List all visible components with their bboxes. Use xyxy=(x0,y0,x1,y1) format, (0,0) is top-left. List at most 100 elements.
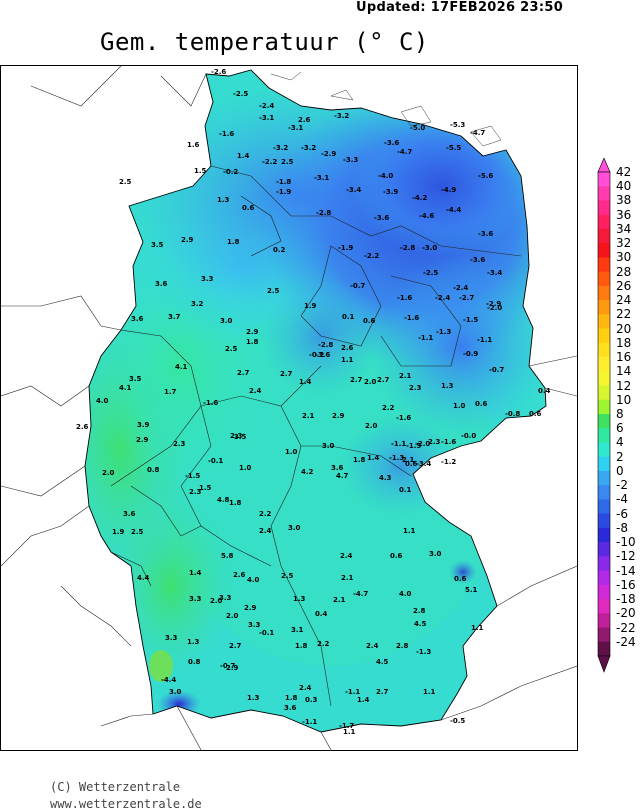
station-value: -4.2 xyxy=(412,194,428,202)
station-value: -3.2 xyxy=(334,112,350,120)
colorbar-segment xyxy=(598,200,610,216)
colorbar-tick-label: 18 xyxy=(616,335,632,350)
station-value: 2.6 xyxy=(341,344,354,352)
station-value: 4.0 xyxy=(96,397,109,405)
colorbar-segment xyxy=(598,485,610,500)
station-value: 3.2 xyxy=(191,300,204,308)
station-value: 1.0 xyxy=(239,464,252,472)
station-value: 3.0 xyxy=(288,524,301,532)
station-value: -2.5 xyxy=(233,90,249,98)
station-value: 2.7 xyxy=(280,370,293,378)
station-value: -2.6 xyxy=(211,68,227,76)
colorbar-tick-label: -20 xyxy=(616,606,636,621)
station-value: 2.3 xyxy=(409,384,422,392)
colorbar-tick-label: 24 xyxy=(616,293,632,308)
colorbar-segment xyxy=(598,527,610,543)
station-value: -2.7 xyxy=(459,294,475,302)
station-value: -0.8 xyxy=(505,410,521,418)
station-value: 2.7 xyxy=(377,376,390,384)
station-value: -2.8 xyxy=(400,244,416,252)
station-value: 3.7 xyxy=(168,313,181,321)
station-value: -3.6 xyxy=(374,214,390,222)
colorbar-segment xyxy=(598,228,610,244)
station-value: -3.6 xyxy=(478,230,494,238)
station-value: 1.7 xyxy=(164,388,177,396)
colorbar-tick-label: 20 xyxy=(616,321,632,336)
station-value: 2.0 xyxy=(226,612,239,620)
station-value: 3.9 xyxy=(137,421,150,429)
colorbar-tick-label: 28 xyxy=(616,264,632,279)
station-value: -5.3 xyxy=(450,121,466,129)
temperature-colorbar xyxy=(597,158,611,673)
station-value: 1.4 xyxy=(367,454,380,462)
station-value: -1.3 xyxy=(389,454,405,462)
colorbar-segment xyxy=(598,385,610,401)
station-value: 2.8 xyxy=(396,642,409,650)
station-value: 2.5 xyxy=(131,528,144,536)
colorbar-segment xyxy=(598,257,610,273)
station-value: 2.3 xyxy=(230,432,243,440)
station-value: 2.0 xyxy=(364,378,377,386)
colorbar-segment xyxy=(598,371,610,386)
station-value: 3.5 xyxy=(129,375,142,383)
colorbar-tick-label: -22 xyxy=(616,620,636,635)
station-value: -1.3 xyxy=(416,648,432,656)
station-value: 5.8 xyxy=(221,552,234,560)
station-value: 2.5 xyxy=(225,345,238,353)
station-value: 1.8 xyxy=(246,338,259,346)
station-value: 1.4 xyxy=(357,696,370,704)
station-value: 1.4 xyxy=(237,152,250,160)
station-value: -1.6 xyxy=(219,130,235,138)
station-value: 0.6 xyxy=(242,204,255,212)
colorbar-tick-label: 14 xyxy=(616,364,632,379)
colorbar-segment xyxy=(598,414,610,429)
station-value: -1.8 xyxy=(276,178,292,186)
colorbar-tick-label: 12 xyxy=(616,378,632,393)
station-value: -1.6 xyxy=(397,294,413,302)
station-value: 0.6 xyxy=(475,400,488,408)
station-value: 2.6 xyxy=(76,423,89,431)
station-value: -1.5 xyxy=(463,316,479,324)
station-value: 2.3 xyxy=(428,438,441,446)
colorbar-segment xyxy=(598,470,610,486)
colorbar-tick-label: 6 xyxy=(616,421,624,436)
station-value: -2.0 xyxy=(415,440,431,448)
station-value: 1.8 xyxy=(295,642,308,650)
station-value: -3.1 xyxy=(259,114,275,122)
station-value: -1.6 xyxy=(203,399,219,407)
station-value: -1.1 xyxy=(477,336,493,344)
colorbar-tick-label: -16 xyxy=(616,577,636,592)
station-value: -1.6 xyxy=(441,438,457,446)
station-value: -0.9 xyxy=(463,350,479,358)
colorbar-top-arrow xyxy=(597,158,611,173)
station-value: 3.0 xyxy=(429,550,442,558)
station-value: -3.2 xyxy=(273,144,289,152)
station-value: 2.9 xyxy=(244,604,257,612)
station-value: 1.4 xyxy=(189,569,202,577)
station-value: 5.1 xyxy=(465,586,478,594)
station-value: -0.7 xyxy=(220,662,236,670)
station-value: -1.9 xyxy=(338,244,354,252)
station-value: 1.4 xyxy=(299,378,312,386)
station-value: -1.1 xyxy=(302,718,318,726)
station-value: 2.3 xyxy=(173,440,186,448)
station-value: 1.8 xyxy=(353,456,366,464)
station-value: 1.8 xyxy=(229,499,242,507)
station-value: 0.8 xyxy=(147,466,160,474)
station-value: 1.1 xyxy=(403,527,416,535)
colorbar-tick-label: 4 xyxy=(616,435,624,450)
station-value: 0.6 xyxy=(363,317,376,325)
station-value: 2.2 xyxy=(382,404,395,412)
station-value: 0.8 xyxy=(188,658,201,666)
station-value: 0.4 xyxy=(538,387,551,395)
colorbar-tick-label: -18 xyxy=(616,592,636,607)
station-value: 1.9 xyxy=(304,302,317,310)
colorbar-tick-label: 2 xyxy=(616,449,624,464)
colorbar-segment xyxy=(598,314,610,329)
station-value: -1.7 xyxy=(339,722,355,730)
station-value: 2.2 xyxy=(317,640,330,648)
colorbar-tick-label: -6 xyxy=(616,506,628,521)
station-value: -2.0 xyxy=(487,304,503,312)
station-value: 2.0 xyxy=(365,422,378,430)
station-value: 1.8 xyxy=(227,238,240,246)
